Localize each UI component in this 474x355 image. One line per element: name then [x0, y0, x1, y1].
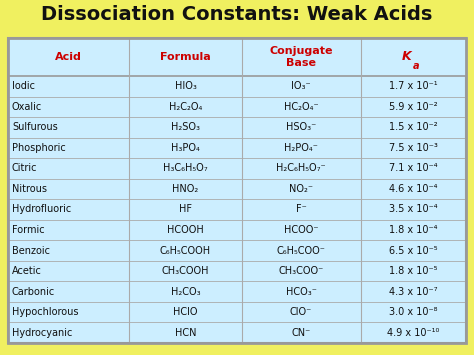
Text: Sulfurous: Sulfurous — [12, 122, 58, 132]
Text: Dissociation Constants: Weak Acids: Dissociation Constants: Weak Acids — [41, 5, 433, 24]
Text: Carbonic: Carbonic — [12, 286, 55, 297]
Text: CH₃COOH: CH₃COOH — [162, 266, 209, 276]
Text: 1.8 x 10⁻⁴: 1.8 x 10⁻⁴ — [389, 225, 438, 235]
Text: Hydrofluoric: Hydrofluoric — [12, 204, 71, 214]
Text: HSO₃⁻: HSO₃⁻ — [286, 122, 316, 132]
Text: H₂C₆H₅O₇⁻: H₂C₆H₅O₇⁻ — [276, 163, 326, 174]
Text: Acetic: Acetic — [12, 266, 42, 276]
Text: 4.6 x 10⁻⁴: 4.6 x 10⁻⁴ — [389, 184, 438, 194]
Text: HCN: HCN — [175, 328, 196, 338]
Text: HClO: HClO — [173, 307, 198, 317]
Text: HCOO⁻: HCOO⁻ — [284, 225, 319, 235]
Text: K: K — [401, 50, 411, 64]
Text: Phosphoric: Phosphoric — [12, 143, 66, 153]
Bar — [8, 38, 466, 343]
Bar — [8, 38, 466, 343]
Text: Iodic: Iodic — [12, 81, 35, 91]
Text: Formula: Formula — [160, 52, 211, 62]
Text: CH₃COO⁻: CH₃COO⁻ — [279, 266, 324, 276]
Text: ClO⁻: ClO⁻ — [290, 307, 312, 317]
Text: Oxalic: Oxalic — [12, 102, 42, 112]
Text: H₂SO₃: H₂SO₃ — [171, 122, 200, 132]
Text: Acid: Acid — [55, 52, 82, 62]
Text: F⁻: F⁻ — [296, 204, 307, 214]
Text: NO₂⁻: NO₂⁻ — [289, 184, 313, 194]
Text: Hypochlorous: Hypochlorous — [12, 307, 79, 317]
Bar — [8, 38, 466, 76]
Text: HC₂O₄⁻: HC₂O₄⁻ — [284, 102, 319, 112]
Text: HIO₃: HIO₃ — [174, 81, 196, 91]
Text: H₂CO₃: H₂CO₃ — [171, 286, 201, 297]
Text: H₃C₆H₅O₇: H₃C₆H₅O₇ — [163, 163, 208, 174]
Text: H₃PO₄: H₃PO₄ — [171, 143, 200, 153]
Text: C₆H₅COO⁻: C₆H₅COO⁻ — [277, 246, 326, 256]
Text: H₂PO₄⁻: H₂PO₄⁻ — [284, 143, 318, 153]
Text: Formic: Formic — [12, 225, 45, 235]
Text: Nitrous: Nitrous — [12, 184, 47, 194]
Text: Benzoic: Benzoic — [12, 246, 50, 256]
Text: CN⁻: CN⁻ — [292, 328, 311, 338]
Text: 4.9 x 10⁻¹⁰: 4.9 x 10⁻¹⁰ — [387, 328, 439, 338]
Text: 5.9 x 10⁻²: 5.9 x 10⁻² — [389, 102, 438, 112]
Text: HF: HF — [179, 204, 192, 214]
Text: H₂C₂O₄: H₂C₂O₄ — [169, 102, 202, 112]
Text: Citric: Citric — [12, 163, 37, 174]
Text: HCO₃⁻: HCO₃⁻ — [286, 286, 317, 297]
Text: C₆H₅COOH: C₆H₅COOH — [160, 246, 211, 256]
Text: a: a — [412, 61, 419, 71]
Text: 1.5 x 10⁻²: 1.5 x 10⁻² — [389, 122, 438, 132]
Text: Conjugate
Base: Conjugate Base — [269, 46, 333, 68]
Text: 1.7 x 10⁻¹: 1.7 x 10⁻¹ — [389, 81, 438, 91]
Text: 7.1 x 10⁻⁴: 7.1 x 10⁻⁴ — [389, 163, 438, 174]
Text: 7.5 x 10⁻³: 7.5 x 10⁻³ — [389, 143, 438, 153]
Text: 6.5 x 10⁻⁵: 6.5 x 10⁻⁵ — [389, 246, 438, 256]
Text: 1.8 x 10⁻⁵: 1.8 x 10⁻⁵ — [389, 266, 438, 276]
Text: 3.0 x 10⁻⁸: 3.0 x 10⁻⁸ — [389, 307, 438, 317]
Text: 4.3 x 10⁻⁷: 4.3 x 10⁻⁷ — [389, 286, 438, 297]
Text: 3.5 x 10⁻⁴: 3.5 x 10⁻⁴ — [389, 204, 438, 214]
Text: IO₃⁻: IO₃⁻ — [292, 81, 311, 91]
Text: HCOOH: HCOOH — [167, 225, 204, 235]
Text: HNO₂: HNO₂ — [173, 184, 199, 194]
Text: Hydrocyanic: Hydrocyanic — [12, 328, 73, 338]
